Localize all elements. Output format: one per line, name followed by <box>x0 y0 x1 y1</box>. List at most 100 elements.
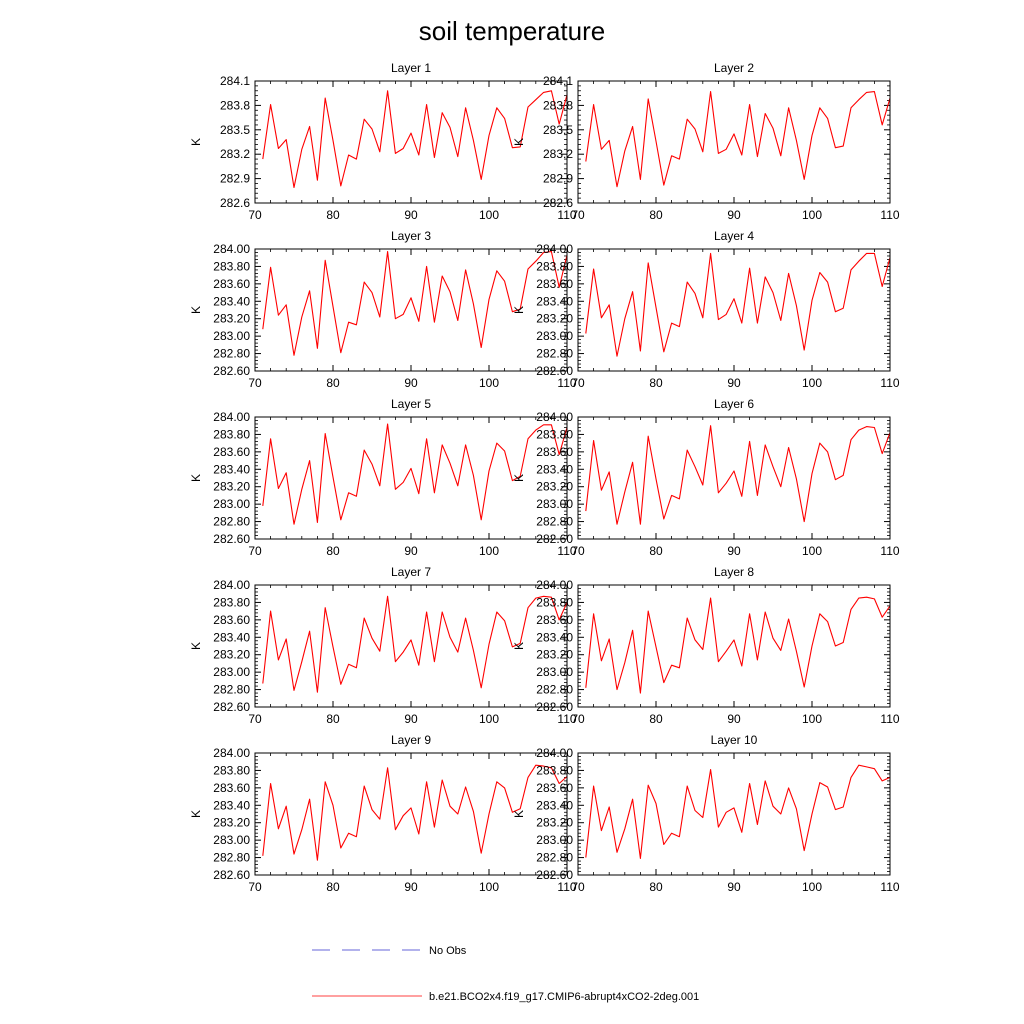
series-line <box>585 764 891 859</box>
x-tick-label: 100 <box>802 712 822 726</box>
y-tick-label: 283.00 <box>536 497 573 511</box>
y-tick-label: 284.00 <box>536 242 573 256</box>
plot-frame <box>577 752 891 876</box>
y-tick-label: 282.9 <box>220 172 250 186</box>
legend-label: No Obs <box>429 945 467 957</box>
minor-ticks <box>578 585 890 707</box>
series-line <box>585 252 891 357</box>
panel-title: Layer 6 <box>714 397 754 411</box>
x-tick-label: 100 <box>802 208 822 222</box>
x-tick-label: 90 <box>727 880 741 894</box>
y-tick-label: 282.9 <box>543 172 573 186</box>
y-tick-label: 283.60 <box>213 445 250 459</box>
y-axis-label: K <box>512 474 526 482</box>
y-tick-label: 283.5 <box>543 123 573 137</box>
x-tick-label: 90 <box>727 208 741 222</box>
x-tick-label: 70 <box>248 376 262 390</box>
y-tick-label: 282.60 <box>213 868 250 882</box>
legend-item: b.e21.BCO2x4.f19_g17.CMIP6-abrupt4xCO2-2… <box>312 991 699 1003</box>
y-tick-label: 283.40 <box>536 462 573 476</box>
x-tick-label: 110 <box>557 880 576 894</box>
panel-title: Layer 5 <box>391 397 431 411</box>
x-tick-label: 100 <box>802 880 822 894</box>
series-line <box>262 423 568 525</box>
y-tick-label: 283.60 <box>213 613 250 627</box>
y-tick-label: 283.80 <box>536 427 573 441</box>
y-tick-label: 283.80 <box>536 259 573 273</box>
y-tick-label: 283.20 <box>536 480 573 494</box>
y-tick-label: 283.00 <box>213 497 250 511</box>
y-axis-label: K <box>189 306 203 314</box>
x-tick-label: 80 <box>326 880 340 894</box>
series-line <box>585 91 891 188</box>
y-tick-label: 283.60 <box>213 781 250 795</box>
x-tick-label: 70 <box>571 712 585 726</box>
panel-title: Layer 10 <box>711 733 758 747</box>
x-tick-label: 80 <box>649 208 663 222</box>
y-tick-label: 282.80 <box>536 683 573 697</box>
x-tick-label: 80 <box>649 712 663 726</box>
legend-item: No Obs <box>312 945 467 957</box>
minor-ticks <box>578 249 890 371</box>
y-tick-label: 282.60 <box>536 700 573 714</box>
y-tick-label: 283.8 <box>543 98 573 112</box>
plot-frame <box>254 584 568 708</box>
x-tick-label: 70 <box>248 208 262 222</box>
y-tick-label: 283.80 <box>213 763 250 777</box>
y-tick-label: 283.8 <box>220 98 250 112</box>
panel-2: Layer 270 80 90 100 110282.6282.9283.2283.52… <box>512 61 900 222</box>
x-tick-label: 70 <box>248 544 262 558</box>
series-line <box>262 90 568 189</box>
panel-3: Layer 370 80 90 100 110282.60282.80283.00283… <box>189 229 577 390</box>
panel-title: Layer 2 <box>714 61 754 75</box>
y-tick-label: 283.60 <box>536 781 573 795</box>
y-tick-label: 283.40 <box>213 462 250 476</box>
y-tick-label: 282.60 <box>213 700 250 714</box>
x-tick-label: 90 <box>404 376 418 390</box>
y-tick-label: 283.2 <box>220 147 250 161</box>
y-axis-label: K <box>189 810 203 818</box>
x-tick-label: 90 <box>727 544 741 558</box>
plot-frame <box>577 416 891 540</box>
plot-frame <box>254 80 568 204</box>
panel-7: Layer 770 80 90 100 110282.60282.80283.00283… <box>189 565 577 726</box>
y-tick-label: 283.00 <box>536 329 573 343</box>
y-axis-label: K <box>512 810 526 818</box>
panel-title: Layer 4 <box>714 229 754 243</box>
y-tick-label: 282.60 <box>213 364 250 378</box>
y-tick-label: 283.60 <box>536 613 573 627</box>
y-tick-label: 284.1 <box>543 74 573 88</box>
y-tick-label: 283.00 <box>536 833 573 847</box>
y-tick-label: 283.40 <box>213 798 250 812</box>
y-tick-label: 283.80 <box>213 427 250 441</box>
y-tick-label: 283.40 <box>536 798 573 812</box>
panel-title: Layer 1 <box>391 61 431 75</box>
x-tick-label: 70 <box>571 208 585 222</box>
panel-8: Layer 870 80 90 100 110282.60282.80283.00283… <box>512 565 900 726</box>
y-axis-label: K <box>512 138 526 146</box>
y-tick-label: 284.1 <box>220 74 250 88</box>
y-tick-label: 284.00 <box>536 410 573 424</box>
x-tick-label: 70 <box>571 376 585 390</box>
figure-title: soil temperature <box>419 16 605 46</box>
x-tick-label: 80 <box>326 544 340 558</box>
y-tick-label: 283.40 <box>536 294 573 308</box>
plot-frame <box>254 248 568 372</box>
x-tick-label: 90 <box>727 712 741 726</box>
x-tick-label: 100 <box>479 544 499 558</box>
x-tick-label: 110 <box>880 544 899 558</box>
panel-title: Layer 9 <box>391 733 431 747</box>
panel-4: Layer 470 80 90 100 110282.60282.80283.00283… <box>512 229 900 390</box>
y-tick-label: 283.20 <box>213 312 250 326</box>
panel-title: Layer 7 <box>391 565 431 579</box>
y-axis-label: K <box>189 642 203 650</box>
y-tick-label: 283.40 <box>213 294 250 308</box>
x-tick-label: 100 <box>802 544 822 558</box>
y-tick-label: 284.00 <box>536 578 573 592</box>
x-tick-label: 100 <box>479 376 499 390</box>
series-line <box>585 596 891 694</box>
y-tick-label: 282.80 <box>213 851 250 865</box>
x-tick-label: 80 <box>326 712 340 726</box>
